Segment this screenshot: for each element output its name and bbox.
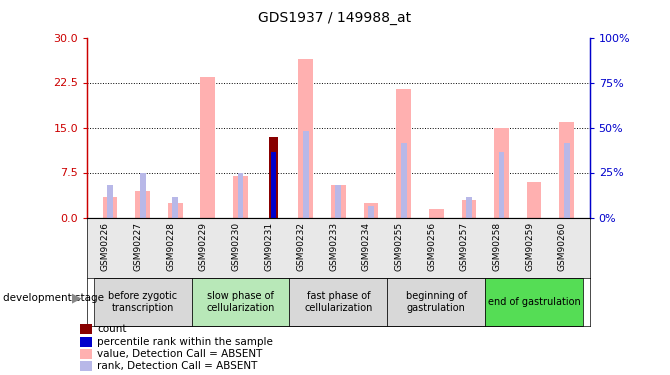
Bar <box>298 58 313 217</box>
Bar <box>429 209 444 218</box>
Text: count: count <box>97 324 127 334</box>
Bar <box>135 190 150 217</box>
Bar <box>80 324 92 334</box>
Bar <box>396 88 411 218</box>
Text: development stage: development stage <box>3 293 105 303</box>
Text: GSM90228: GSM90228 <box>166 222 175 271</box>
Bar <box>564 142 570 218</box>
Text: percentile rank within the sample: percentile rank within the sample <box>97 336 273 346</box>
Bar <box>192 278 289 326</box>
Bar <box>368 206 374 218</box>
Bar <box>498 152 505 217</box>
Text: end of gastrulation: end of gastrulation <box>488 297 580 307</box>
Bar <box>462 200 476 217</box>
Bar <box>172 196 178 217</box>
Text: GSM90226: GSM90226 <box>101 222 110 271</box>
Bar <box>485 278 583 326</box>
Bar <box>238 172 243 217</box>
Text: GSM90259: GSM90259 <box>525 222 534 272</box>
Text: GSM90234: GSM90234 <box>362 222 371 271</box>
Bar <box>269 136 277 218</box>
Bar <box>559 122 574 218</box>
Text: GSM90233: GSM90233 <box>330 222 338 272</box>
Bar <box>168 202 182 217</box>
Bar <box>466 196 472 217</box>
Bar <box>80 361 92 371</box>
Bar <box>331 184 346 218</box>
Bar <box>527 182 541 218</box>
Text: rank, Detection Call = ABSENT: rank, Detection Call = ABSENT <box>97 361 257 371</box>
Text: GSM90258: GSM90258 <box>492 222 502 272</box>
Text: GSM90256: GSM90256 <box>427 222 436 272</box>
Text: value, Detection Call = ABSENT: value, Detection Call = ABSENT <box>97 349 263 359</box>
Bar <box>103 196 117 217</box>
Text: GSM90227: GSM90227 <box>133 222 143 271</box>
Text: beginning of
gastrulation: beginning of gastrulation <box>405 291 467 313</box>
Bar <box>80 337 92 346</box>
Bar <box>200 76 215 218</box>
Text: GSM90255: GSM90255 <box>395 222 403 272</box>
Bar <box>107 184 113 218</box>
Bar <box>139 172 145 217</box>
Bar <box>80 349 92 358</box>
Bar <box>364 202 379 217</box>
Bar <box>494 128 509 218</box>
Text: GSM90231: GSM90231 <box>264 222 273 272</box>
Text: GSM90260: GSM90260 <box>557 222 567 272</box>
Text: fast phase of
cellularization: fast phase of cellularization <box>304 291 373 313</box>
Bar <box>233 176 248 217</box>
Text: before zygotic
transcription: before zygotic transcription <box>108 291 177 313</box>
Bar <box>94 278 192 326</box>
Text: slow phase of
cellularization: slow phase of cellularization <box>206 291 275 313</box>
Text: GDS1937 / 149988_at: GDS1937 / 149988_at <box>259 11 411 25</box>
Bar <box>387 278 485 326</box>
Text: GSM90230: GSM90230 <box>231 222 241 272</box>
Text: GSM90257: GSM90257 <box>460 222 469 272</box>
Bar <box>289 278 387 326</box>
Text: GSM90232: GSM90232 <box>297 222 306 271</box>
Bar <box>401 142 407 218</box>
Text: GSM90229: GSM90229 <box>199 222 208 271</box>
Text: ▶: ▶ <box>72 292 81 304</box>
Bar <box>303 130 309 218</box>
Bar <box>336 184 341 218</box>
Bar <box>271 152 275 217</box>
